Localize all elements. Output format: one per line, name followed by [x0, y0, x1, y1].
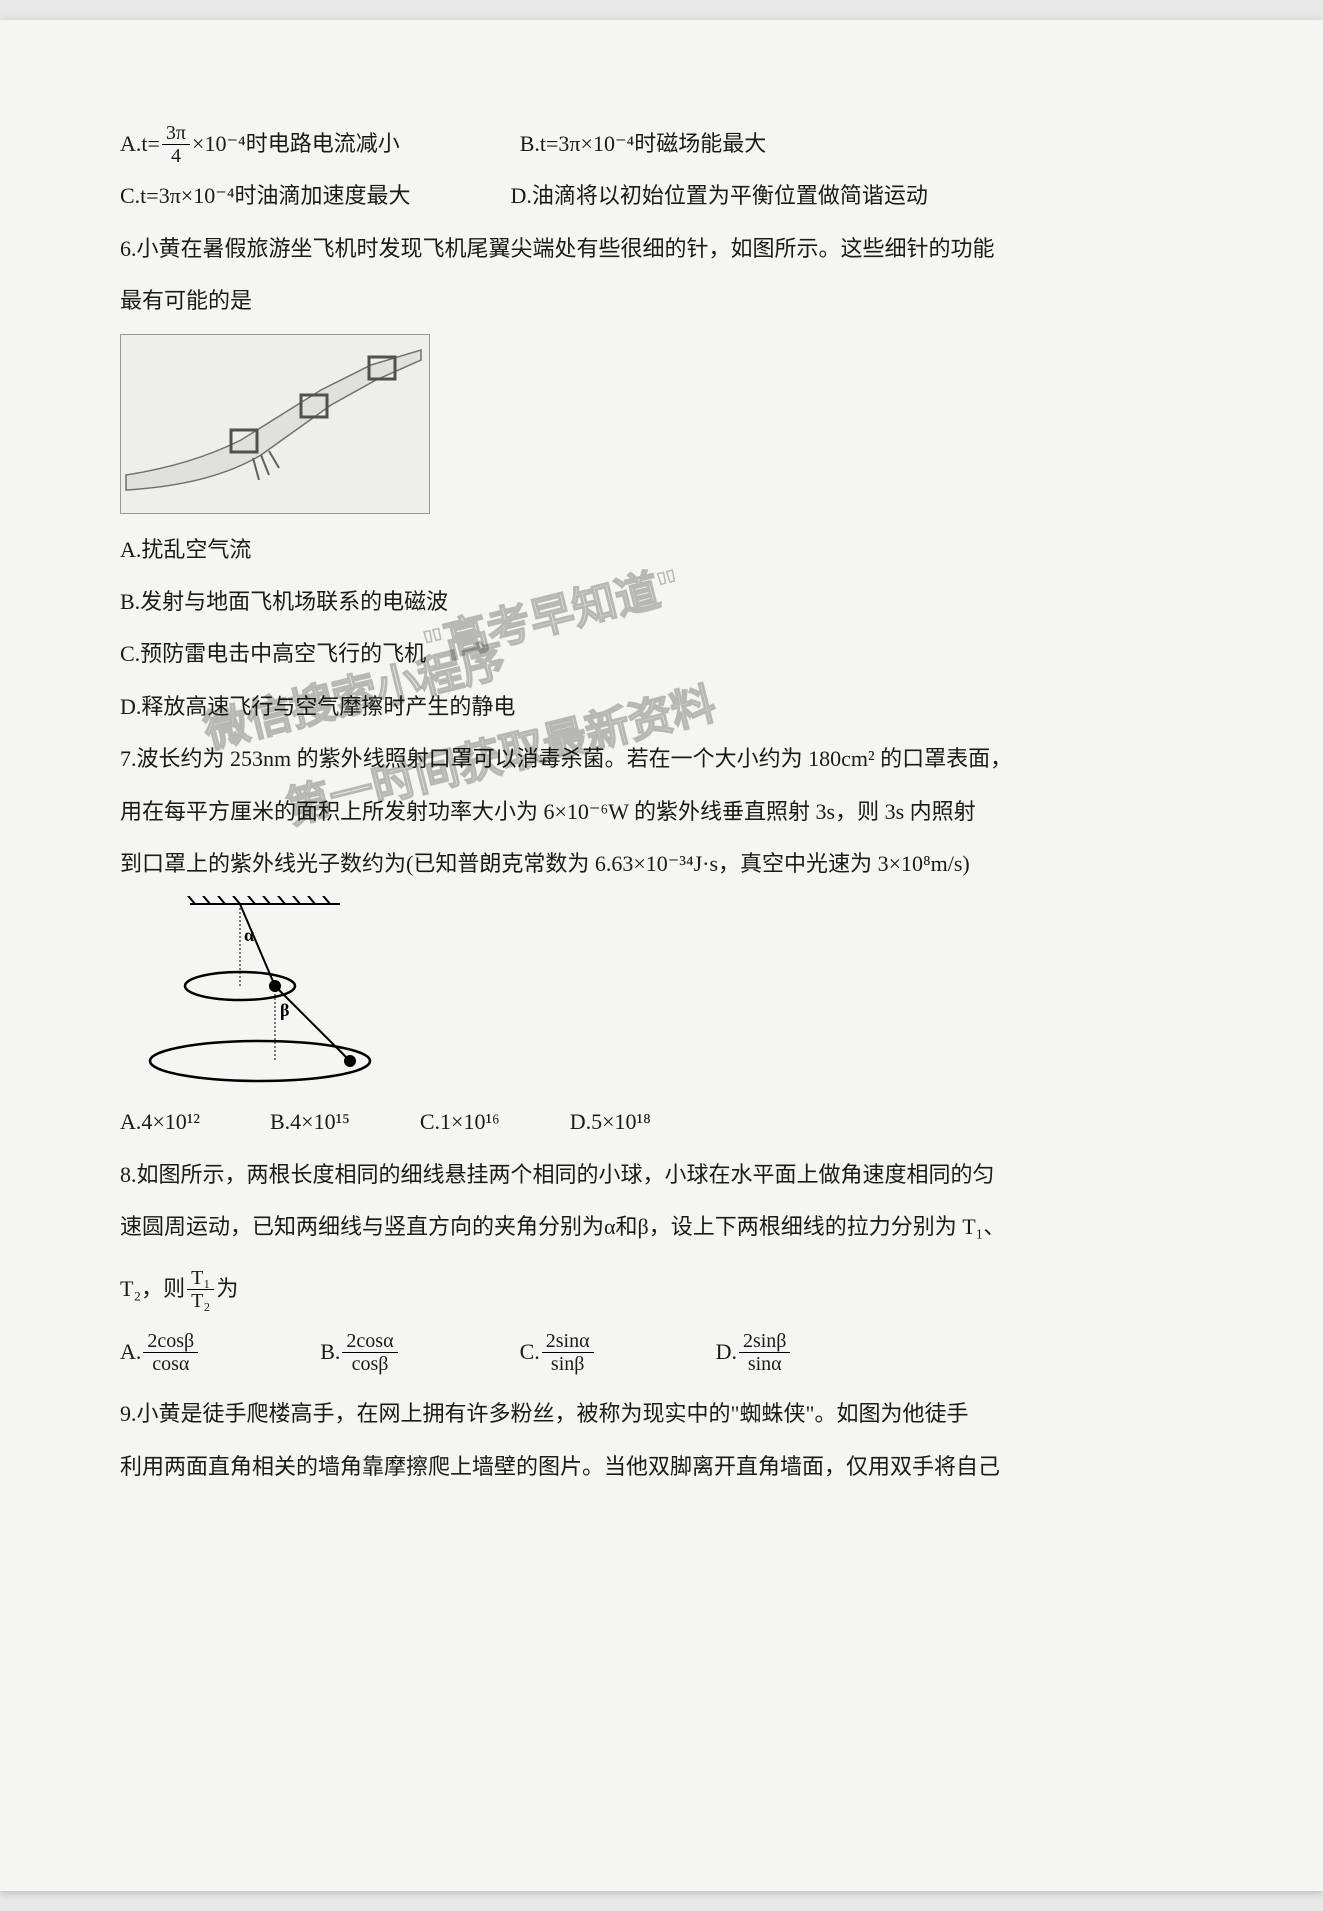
q5-optA-num: 3π [162, 122, 190, 145]
q8-optD-frac: 2sinβ sinα [739, 1330, 791, 1375]
q7-stem1: 7.波长约为 253nm 的紫外线照射口罩可以消毒杀菌。若在一个大小约为 180… [120, 735, 1203, 783]
q5-optA: A.t= 3π 4 ×10⁻⁴时电路电流减小 [120, 120, 400, 168]
q8-stem3-frac: T₁ T₂ [187, 1267, 214, 1312]
q8-optB: B. 2cosα cosβ [320, 1328, 399, 1376]
svg-text:α: α [244, 925, 254, 945]
q7-optB: B.4×10¹⁵ [270, 1098, 350, 1146]
q5-optC: C.t=3π×10⁻⁴时油滴加速度最大 [120, 172, 411, 220]
q9-stem2: 利用两面直角相关的墙角靠摩擦爬上墙壁的图片。当他双脚离开直角墙面，仅用双手将自己 [120, 1443, 1203, 1491]
q6-optC: C.预防雷电击中高空飞行的飞机 [120, 630, 1203, 678]
q8-stem2: 速圆周运动，已知两细线与竖直方向的夹角分别为α和β，设上下两根细线的拉力分别为 … [120, 1203, 1203, 1251]
page-content: A.t= 3π 4 ×10⁻⁴时电路电流减小 B.t=3π×10⁻⁴时磁场能最大… [120, 120, 1203, 1491]
q7-optD: D.5×10¹⁸ [570, 1098, 651, 1146]
q5-optA-suffix: ×10⁻⁴时电路电流减小 [192, 120, 400, 168]
q8-stem3-suffix: 为 [216, 1265, 238, 1313]
q8-stem3: T₂，则 T₁ T₂ 为 [120, 1265, 1203, 1313]
q6-stem1: 6.小黄在暑假旅游坐飞机时发现飞机尾翼尖端处有些很细的针，如图所示。这些细针的功… [120, 225, 1203, 273]
q5-optB: B.t=3π×10⁻⁴时磁场能最大 [520, 120, 767, 168]
q7-optC: C.1×10¹⁶ [420, 1098, 500, 1146]
q6-optA: A.扰乱空气流 [120, 526, 1203, 574]
q7-optA: A.4×10¹² [120, 1098, 200, 1146]
q5-optA-den: 4 [167, 145, 185, 167]
q8-optA: A. 2cosβ cosα [120, 1328, 200, 1376]
q8-optB-prefix: B. [320, 1328, 340, 1376]
q5-optA-frac: 3π 4 [162, 122, 190, 167]
q5-optD: D.油滴将以初始位置为平衡位置做简谐运动 [511, 172, 928, 220]
q7-stem3: 到口罩上的紫外线光子数约为(已知普朗克常数为 6.63×10⁻³⁴J·s，真空中… [120, 840, 1203, 888]
q8-optD-prefix: D. [716, 1328, 737, 1376]
q8-stem3-num: T₁ [187, 1267, 214, 1290]
q5-row1: A.t= 3π 4 ×10⁻⁴时电路电流减小 B.t=3π×10⁻⁴时磁场能最大 [120, 120, 1203, 168]
q5-row2: C.t=3π×10⁻⁴时油滴加速度最大 D.油滴将以初始位置为平衡位置做简谐运动 [120, 172, 1203, 220]
q6-optD: D.释放高速飞行与空气摩擦时产生的静电 [120, 683, 1203, 731]
q8-optB-frac: 2cosα cosβ [342, 1330, 397, 1375]
q6-optB: B.发射与地面飞机场联系的电磁波 [120, 578, 1203, 626]
svg-text:β: β [280, 1000, 289, 1020]
q8-optA-prefix: A. [120, 1328, 141, 1376]
q8-stem3-prefix: T₂，则 [120, 1265, 185, 1313]
q7-stem2: 用在每平方厘米的面积上所发射功率大小为 6×10⁻⁶W 的紫外线垂直照射 3s，… [120, 788, 1203, 836]
q8-optD: D. 2sinβ sinα [716, 1328, 793, 1376]
q6-figure [120, 334, 430, 514]
q9-stem1: 9.小黄是徒手爬楼高手，在网上拥有许多粉丝，被称为现实中的"蜘蛛侠"。如图为他徒… [120, 1390, 1203, 1438]
q8-optC-frac: 2sinα sinβ [542, 1330, 594, 1375]
exam-page: A.t= 3π 4 ×10⁻⁴时电路电流减小 B.t=3π×10⁻⁴时磁场能最大… [0, 20, 1323, 1891]
q5-optA-prefix: A.t= [120, 120, 160, 168]
q6-stem2: 最有可能的是 [120, 277, 1203, 325]
q8-optA-frac: 2cosβ cosα [143, 1330, 198, 1375]
q8-stem3-den: T₂ [187, 1290, 214, 1312]
q8-optC-prefix: C. [520, 1328, 540, 1376]
pendulum-diagram-svg: α β [140, 896, 420, 1086]
q8-stem1: 8.如图所示，两根长度相同的细线悬挂两个相同的小球，小球在水平面上做角速度相同的… [120, 1151, 1203, 1199]
q8-options: A. 2cosβ cosα B. 2cosα cosβ C. 2sinα sin… [120, 1328, 1203, 1376]
q8-optC: C. 2sinα sinβ [520, 1328, 596, 1376]
wingtip-diagram-svg [121, 335, 430, 514]
q8-figure: α β [140, 896, 420, 1086]
q7-options: A.4×10¹² B.4×10¹⁵ C.1×10¹⁶ D.5×10¹⁸ [120, 1098, 1203, 1146]
